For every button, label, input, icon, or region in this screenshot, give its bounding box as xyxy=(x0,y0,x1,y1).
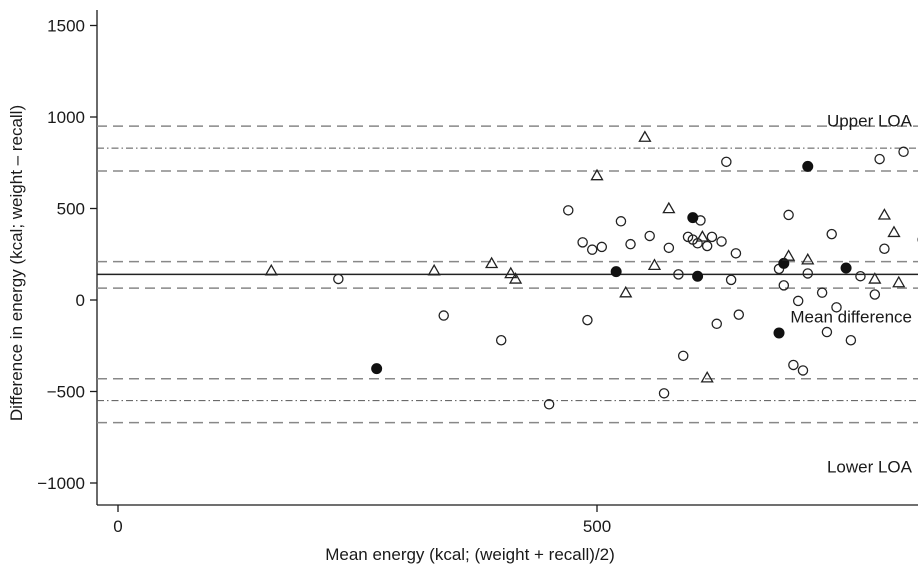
open-triangle-marker xyxy=(504,266,518,279)
open-circle-marker xyxy=(855,270,866,282)
filled-circle-marker xyxy=(773,327,785,339)
open-triangle-marker xyxy=(484,256,499,269)
y-tick-label: −1000 xyxy=(37,474,85,493)
open-triangle-marker xyxy=(647,258,662,271)
open-triangle-marker xyxy=(700,370,714,383)
open-circle-marker xyxy=(797,365,809,376)
open-triangle-marker xyxy=(877,208,892,220)
open-circle-marker xyxy=(802,268,814,279)
open-circle-marker xyxy=(677,350,689,362)
open-circle-marker xyxy=(495,335,507,346)
filled-circle-marker xyxy=(371,363,383,375)
y-tick-label: 500 xyxy=(57,200,85,219)
open-circle-marker xyxy=(879,243,890,255)
open-circle-marker xyxy=(615,216,627,227)
open-circle-marker xyxy=(783,209,794,221)
open-circle-marker xyxy=(333,273,344,285)
open-circle-marker xyxy=(582,314,593,326)
open-circle-marker xyxy=(869,289,881,300)
filled-circle-marker xyxy=(610,266,622,278)
open-circle-marker xyxy=(792,295,804,307)
annotation-label: Upper LOA xyxy=(827,112,913,131)
open-circle-marker xyxy=(845,335,857,346)
annotations: Upper LOA Mean difference Lower LOA xyxy=(790,112,912,477)
open-circle-marker xyxy=(721,156,732,168)
open-triangle-marker xyxy=(801,252,815,265)
open-circle-marker xyxy=(725,274,737,286)
open-circle-marker xyxy=(711,318,723,330)
open-circle-marker xyxy=(788,359,799,371)
open-circle-marker xyxy=(625,238,636,250)
open-triangle-marker xyxy=(427,263,441,276)
open-circle-marker xyxy=(701,240,713,252)
open-circle-marker xyxy=(874,153,885,165)
annotation-label: Mean difference xyxy=(790,307,912,326)
open-triangle-marker xyxy=(662,201,676,214)
open-circle-marker xyxy=(673,269,684,280)
open-circle-marker xyxy=(658,388,670,399)
open-triangle-marker xyxy=(695,230,710,242)
x-axis-title: Mean energy (kcal; (weight + recall)/2) xyxy=(325,545,615,564)
open-circle-marker xyxy=(596,241,608,253)
x-tick-label: 500 xyxy=(583,517,611,536)
reference-lines xyxy=(97,125,918,424)
open-triangle-marker xyxy=(892,275,906,288)
open-circle-marker xyxy=(644,230,655,242)
open-triangle-marker xyxy=(619,285,633,298)
y-axis-title: Difference in energy (kcal; weight – rec… xyxy=(7,105,26,421)
open-circle-marker xyxy=(577,237,588,248)
filled-circle-marker xyxy=(840,262,852,274)
open-circle-marker xyxy=(821,326,833,338)
y-tick-label: 0 xyxy=(76,291,85,310)
open-circle-marker xyxy=(831,302,842,313)
annotation-label: Lower LOA xyxy=(827,458,913,477)
open-circle-marker xyxy=(706,231,718,243)
open-circle-marker xyxy=(778,280,790,291)
x-tick-label: 0 xyxy=(113,517,122,536)
open-circle-marker xyxy=(716,236,727,247)
open-triangle-marker xyxy=(590,168,604,181)
filled-circle-marker xyxy=(802,160,814,172)
open-triangle-marker xyxy=(264,263,278,276)
filled-circle-marker xyxy=(692,270,704,282)
open-circle-marker xyxy=(438,310,449,321)
open-triangle-marker xyxy=(781,249,796,261)
open-triangle-marker xyxy=(508,272,523,284)
open-triangle-marker xyxy=(868,272,882,284)
y-tick-label: 1500 xyxy=(47,17,85,36)
y-tick-label: 1000 xyxy=(47,108,85,127)
open-circle-marker xyxy=(816,287,828,298)
open-triangle-marker xyxy=(638,130,652,142)
filled-circle-marker xyxy=(687,212,699,224)
open-circle-marker xyxy=(898,146,909,158)
y-tick-label: −500 xyxy=(47,383,85,402)
data-markers xyxy=(264,130,918,410)
plot-frame xyxy=(96,10,918,506)
open-circle-marker xyxy=(826,228,837,240)
open-circle-marker xyxy=(730,248,742,259)
open-circle-marker xyxy=(733,309,745,320)
open-circle-marker xyxy=(563,205,574,216)
open-triangle-marker xyxy=(887,225,901,238)
open-circle-marker xyxy=(663,242,675,254)
open-circle-marker xyxy=(586,244,598,255)
open-circle-marker xyxy=(543,399,555,410)
